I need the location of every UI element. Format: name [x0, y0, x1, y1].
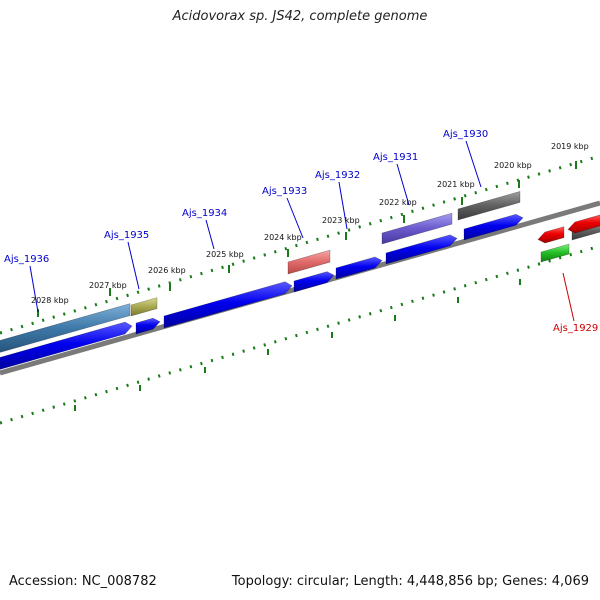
gene-box-ajs1933[interactable]	[287, 249, 331, 275]
gene-box-ajs1936[interactable]	[0, 303, 131, 353]
tick-label-2021: 2021 kbp	[437, 180, 475, 189]
label-leader-line	[205, 219, 215, 250]
gene-box-ajs1931[interactable]	[381, 212, 453, 245]
tick-label-2027: 2027 kbp	[89, 281, 127, 290]
tick-label-2028: 2028 kbp	[31, 296, 69, 305]
tick-label-2023: 2023 kbp	[322, 216, 360, 225]
accession-text: Accession: NC_008782	[9, 574, 157, 589]
cds-arrow-minus[interactable]	[537, 226, 565, 244]
gene-label-ajs1929[interactable]: Ajs_1929	[553, 323, 598, 334]
tick-label-2022: 2022 kbp	[379, 198, 417, 207]
cds-arrow[interactable]	[463, 213, 524, 241]
gene-label-ajs1930[interactable]: Ajs_1930	[443, 129, 488, 140]
gene-label-ajs1933[interactable]: Ajs_1933	[262, 186, 307, 197]
label-leader-line	[338, 181, 348, 230]
label-leader-line	[465, 140, 482, 188]
cds-arrow[interactable]	[0, 321, 133, 370]
tick-label-2025: 2025 kbp	[206, 250, 244, 259]
cds-arrow[interactable]	[163, 281, 293, 329]
gene-box-ajs1935[interactable]	[130, 297, 158, 317]
rna-gene-box[interactable]	[540, 243, 570, 263]
map-title: Acidovorax sp. JS42, complete genome	[172, 9, 428, 24]
gene-label-ajs1934[interactable]: Ajs_1934	[182, 208, 227, 219]
cds-arrow[interactable]	[335, 256, 383, 280]
tick-label-2019: 2019 kbp	[551, 142, 589, 151]
label-leader-line	[286, 197, 304, 239]
cds-arrow[interactable]	[135, 317, 161, 335]
label-leader-line	[127, 241, 140, 290]
gene-label-ajs1936[interactable]: Ajs_1936	[4, 254, 49, 265]
gene-label-ajs1931[interactable]: Ajs_1931	[373, 152, 418, 163]
label-leader-line	[396, 163, 410, 206]
label-leader-line	[29, 265, 39, 313]
cds-arrow-minus[interactable]	[567, 214, 600, 234]
cds-arrow[interactable]	[293, 271, 335, 293]
cds-arrow[interactable]	[385, 234, 458, 265]
gene-label-ajs1935[interactable]: Ajs_1935	[104, 230, 149, 241]
tick-label-2024: 2024 kbp	[264, 233, 302, 242]
genome-summary-text: Topology: circular; Length: 4,448,856 bp…	[231, 574, 589, 589]
gene-label-ajs1932[interactable]: Ajs_1932	[315, 170, 360, 181]
outer-tick-track	[0, 154, 600, 335]
label-leader-line	[562, 272, 575, 322]
gene-box-ajs1930[interactable]	[457, 191, 521, 221]
tick-label-2020: 2020 kbp	[494, 161, 532, 170]
tick-label-2026: 2026 kbp	[148, 266, 186, 275]
